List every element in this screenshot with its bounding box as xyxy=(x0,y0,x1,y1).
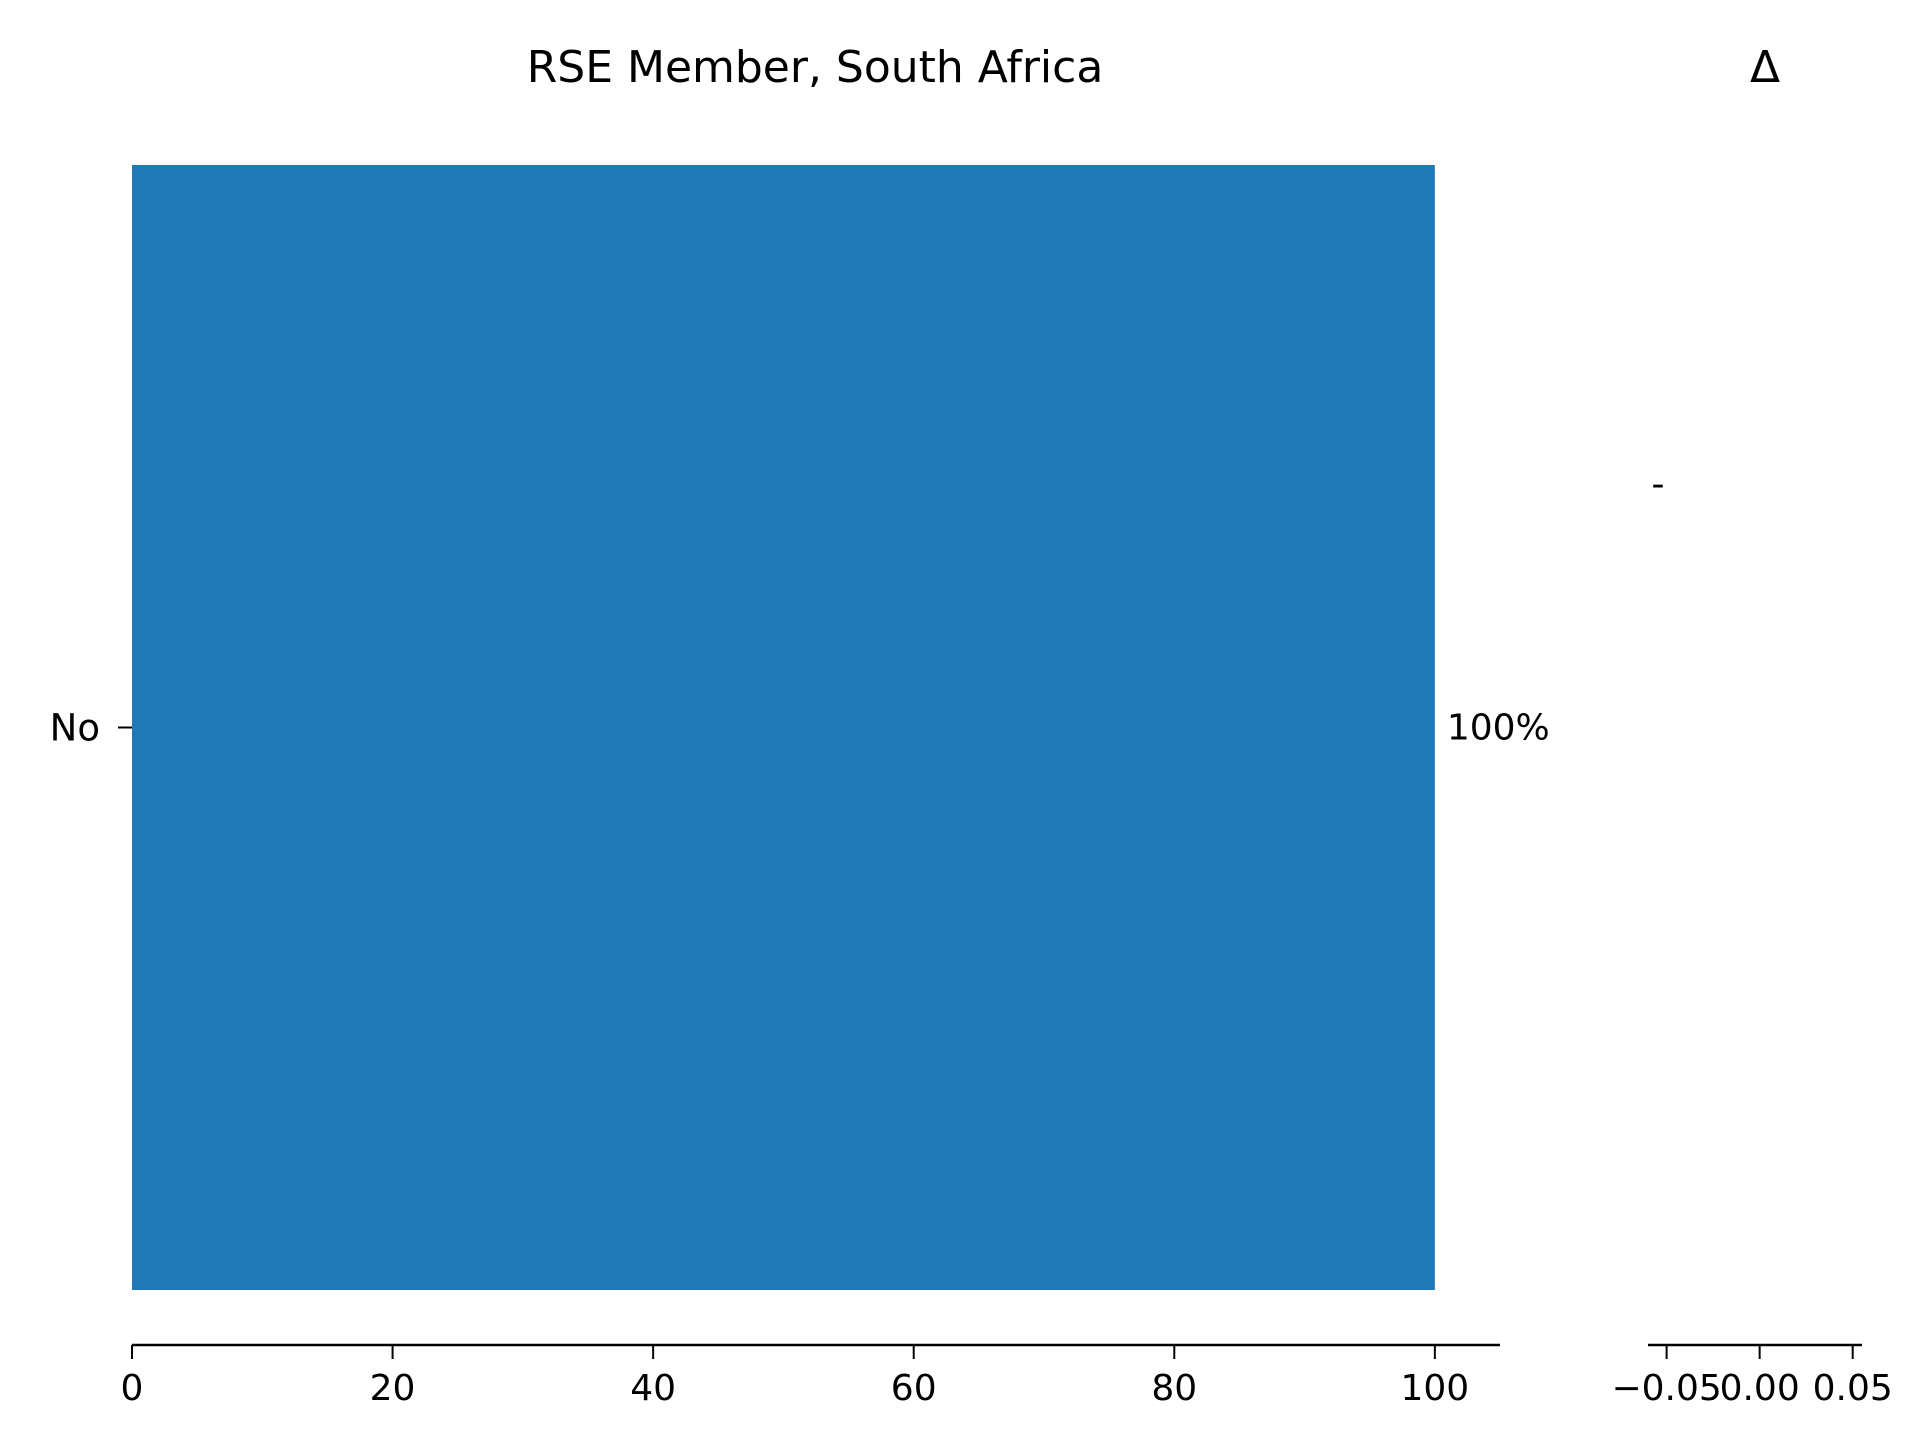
y-tick-label-no: No xyxy=(50,707,100,750)
delta-chart-panel: Δ - −0.050.00 0.05 xyxy=(1611,42,1892,1409)
main-chart-title: RSE Member, South Africa xyxy=(527,42,1104,93)
main-x-tick-label-60: 60 xyxy=(891,1368,937,1409)
delta-x-axis: −0.050.00 0.05 xyxy=(1611,1343,1893,1409)
main-bars-group: 100% xyxy=(132,165,1550,1290)
delta-chart-title: Δ xyxy=(1750,42,1780,93)
main-x-tick-label-0: 0 xyxy=(121,1368,144,1409)
delta-bars-group: - xyxy=(1652,464,1665,505)
main-x-tick-label-40: 40 xyxy=(630,1368,676,1409)
main-chart-panel: RSE Member, South Africa 100% No 0 20 40 60… xyxy=(50,42,1550,1409)
main-x-tick-label-20: 20 xyxy=(370,1368,416,1409)
delta-x-tick-label-0: −0.05 xyxy=(1611,1368,1721,1409)
bar-no xyxy=(132,165,1435,1290)
delta-x-tick-label-2: 0.05 xyxy=(1813,1368,1893,1409)
delta-x-tick-label-1: 0.00 xyxy=(1720,1368,1800,1409)
main-category-labels: No xyxy=(50,707,132,750)
main-x-tick-label-80: 80 xyxy=(1151,1368,1197,1409)
main-x-tick-label-100: 100 xyxy=(1400,1368,1469,1409)
data-label-no: 100% xyxy=(1447,708,1550,749)
main-x-axis: 0 20 40 60 80 100 xyxy=(121,1343,1500,1409)
delta-data-label-no: - xyxy=(1652,464,1665,505)
